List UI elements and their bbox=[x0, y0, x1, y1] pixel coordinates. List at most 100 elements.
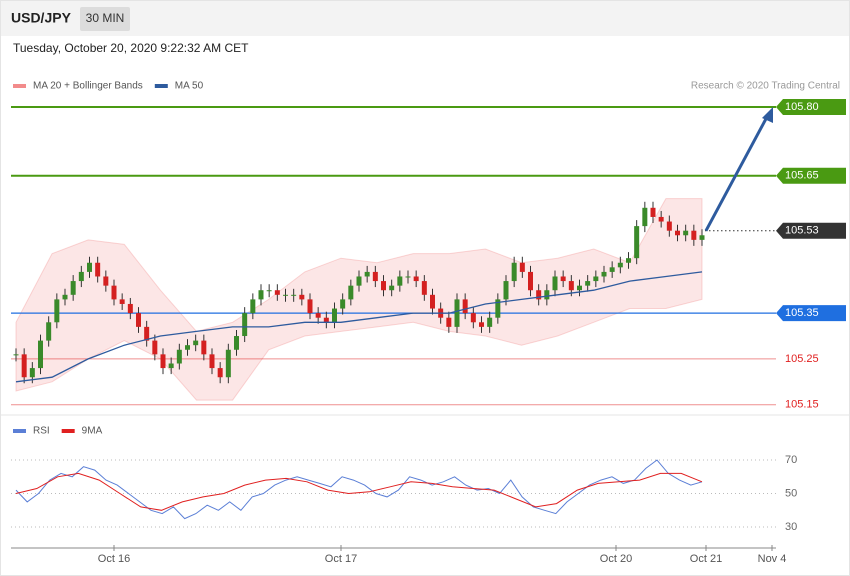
candle bbox=[389, 285, 395, 291]
x-tick-label: Oct 16 bbox=[98, 553, 130, 565]
x-tick-label: Oct 20 bbox=[600, 553, 632, 565]
level-tag bbox=[776, 99, 846, 116]
candle bbox=[372, 271, 378, 282]
header-bar bbox=[1, 1, 849, 36]
candle bbox=[266, 290, 272, 292]
candle bbox=[70, 281, 76, 295]
candle bbox=[95, 262, 101, 277]
candle bbox=[242, 313, 248, 337]
candle bbox=[111, 285, 117, 300]
candle bbox=[552, 276, 558, 291]
candle bbox=[87, 262, 92, 272]
candle bbox=[577, 285, 582, 291]
x-tick-label: Nov 4 bbox=[758, 553, 787, 565]
legend-swatch bbox=[61, 429, 75, 433]
candle bbox=[46, 322, 52, 341]
candle bbox=[234, 336, 239, 350]
candle bbox=[185, 345, 190, 350]
x-tick-label: Oct 17 bbox=[325, 553, 357, 565]
candle bbox=[430, 294, 435, 309]
candle bbox=[634, 226, 640, 259]
candle bbox=[176, 349, 182, 364]
level-label: 105.15 bbox=[785, 399, 819, 411]
legend-label: RSI bbox=[33, 426, 50, 437]
y-tick-label: 30 bbox=[785, 521, 797, 533]
candle bbox=[274, 290, 280, 295]
candle bbox=[209, 354, 215, 369]
candle bbox=[13, 354, 19, 356]
candle bbox=[666, 221, 672, 231]
candle bbox=[699, 235, 705, 240]
candle bbox=[119, 299, 125, 304]
level-tag bbox=[776, 305, 846, 322]
candle bbox=[446, 317, 452, 327]
legend-label: MA 50 bbox=[175, 81, 204, 92]
candle bbox=[201, 340, 207, 355]
candle bbox=[307, 299, 313, 314]
candle bbox=[152, 340, 158, 355]
candle bbox=[617, 262, 623, 268]
interval: 30 MIN bbox=[86, 11, 125, 25]
legend-swatch bbox=[13, 84, 26, 88]
target-arrow bbox=[704, 114, 770, 232]
candle bbox=[283, 294, 288, 296]
candle bbox=[609, 267, 615, 272]
candle bbox=[470, 313, 476, 323]
legend-swatch bbox=[13, 429, 26, 433]
candle bbox=[38, 340, 43, 369]
symbol: USD/JPY bbox=[11, 10, 72, 26]
candle bbox=[332, 308, 337, 323]
target-arrowhead bbox=[762, 107, 773, 124]
candle bbox=[503, 281, 509, 300]
legend-swatch bbox=[154, 84, 168, 88]
candle bbox=[454, 299, 460, 327]
candle bbox=[299, 294, 305, 300]
candle bbox=[323, 317, 329, 323]
candle bbox=[495, 299, 501, 318]
candle bbox=[568, 281, 574, 291]
candle bbox=[54, 299, 60, 323]
interval-box bbox=[80, 7, 130, 31]
candle bbox=[217, 368, 223, 378]
candle bbox=[397, 276, 403, 286]
candle bbox=[528, 271, 533, 291]
candle bbox=[479, 322, 484, 327]
candle bbox=[340, 299, 346, 309]
candle bbox=[691, 230, 697, 240]
candle bbox=[462, 299, 468, 314]
legend-label: 9MA bbox=[82, 426, 103, 437]
candle bbox=[413, 276, 419, 282]
rsi-line bbox=[15, 472, 703, 511]
candle bbox=[585, 281, 591, 286]
candle bbox=[250, 299, 256, 314]
candle bbox=[642, 207, 648, 227]
candle bbox=[544, 290, 550, 300]
y-tick-label: 70 bbox=[785, 454, 797, 466]
candle bbox=[683, 230, 689, 236]
legend-label: MA 20 + Bollinger Bands bbox=[33, 81, 143, 92]
candle bbox=[160, 354, 166, 369]
candle bbox=[601, 271, 607, 277]
candle bbox=[168, 363, 174, 369]
candle bbox=[356, 276, 362, 286]
y-tick-label: 50 bbox=[785, 487, 797, 499]
candle bbox=[144, 326, 150, 341]
level-label: 105.65 bbox=[785, 170, 819, 182]
candle bbox=[511, 262, 517, 282]
candle bbox=[381, 281, 386, 291]
candle bbox=[193, 340, 199, 346]
level-label: 105.25 bbox=[785, 353, 819, 365]
candle bbox=[258, 290, 264, 300]
level-label: 105.35 bbox=[785, 307, 819, 319]
candle bbox=[291, 294, 297, 296]
candle bbox=[29, 368, 35, 378]
candle bbox=[405, 276, 411, 278]
level-tag bbox=[776, 167, 846, 184]
level-tag bbox=[776, 222, 846, 239]
candle bbox=[225, 349, 231, 378]
candle bbox=[593, 276, 599, 282]
candle bbox=[421, 281, 427, 295]
candle bbox=[21, 354, 27, 378]
candle bbox=[626, 258, 631, 263]
candle bbox=[560, 276, 566, 282]
